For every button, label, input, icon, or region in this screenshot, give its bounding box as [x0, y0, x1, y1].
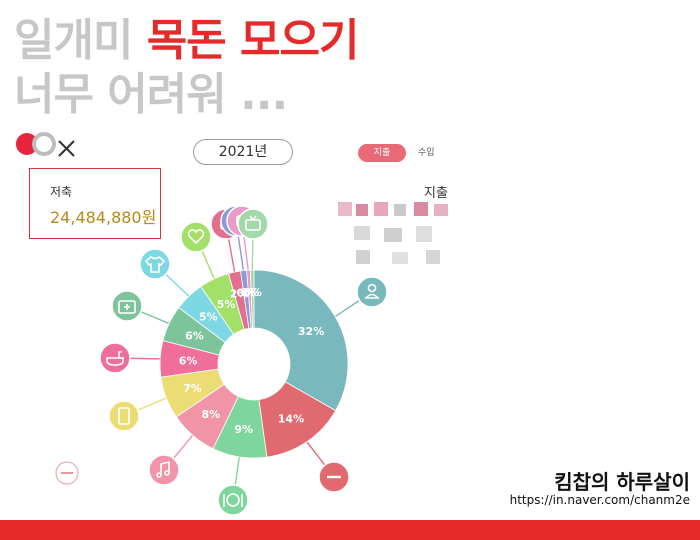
- blog-title: 킴찹의 하루살이: [554, 470, 690, 494]
- blog-url: https://in.naver.com/chanm2e: [509, 493, 690, 507]
- app-logo-icon: [16, 132, 75, 157]
- slice-percent-label: 0%: [243, 286, 262, 299]
- category-icon-bubble[interactable]: [139, 248, 171, 280]
- slice-percent-label: 5%: [217, 298, 236, 311]
- tab-expense[interactable]: 지출: [358, 144, 406, 162]
- headline-gray-text: 일개미: [14, 15, 147, 66]
- headline-line1: 일개미 목돈 모으기: [14, 15, 360, 66]
- blurred-expense-details: [338, 202, 448, 264]
- slice-percent-label: 0%: [240, 286, 259, 299]
- slice-percent-label: 8%: [202, 408, 221, 421]
- slice-percent-label: 7%: [183, 382, 202, 395]
- pie-slice[interactable]: [253, 269, 349, 412]
- heart-icon: [187, 229, 205, 245]
- slice-percent-label: 5%: [199, 310, 218, 323]
- music-note-icon: [156, 460, 170, 478]
- expense-label: 지출: [424, 186, 448, 201]
- dish-icon: [223, 493, 243, 507]
- category-icon-bubble[interactable]: [180, 221, 212, 253]
- phone-icon: [118, 407, 130, 425]
- category-icon-bubble[interactable]: [237, 208, 269, 240]
- bathtub-icon: [106, 351, 124, 366]
- tv-icon: [245, 215, 261, 231]
- slice-percent-label: 0%: [237, 286, 256, 299]
- slice-percent-label: 6%: [185, 329, 204, 342]
- category-icon-bubble[interactable]: [108, 400, 140, 432]
- tshirt-icon: [144, 255, 166, 273]
- tab-income[interactable]: 수입: [418, 148, 435, 158]
- savings-label: 저축: [50, 185, 73, 199]
- slice-percent-label: 32%: [298, 325, 324, 338]
- slice-percent-label: 9%: [234, 423, 253, 436]
- category-icon-bubble[interactable]: [148, 454, 180, 486]
- slice-percent-label: 14%: [278, 413, 304, 426]
- pie-slice[interactable]: [249, 269, 255, 329]
- category-icon-bubble[interactable]: [217, 484, 249, 516]
- bottom-bar: [0, 520, 700, 540]
- slice-percent-label: 2%: [230, 288, 249, 301]
- person-icon: [364, 283, 380, 299]
- medical-kit-icon: [118, 300, 136, 314]
- slice-percent-label: 6%: [179, 354, 198, 367]
- headline-line2: 너무 어려워 ...: [14, 69, 288, 120]
- savings-value: 24,484,880원: [50, 208, 157, 227]
- headline-red-text: 목돈 모으기: [146, 15, 360, 66]
- savings-summary: 저축 24,484,880원: [29, 168, 161, 239]
- year-selector[interactable]: 2021년: [193, 139, 293, 165]
